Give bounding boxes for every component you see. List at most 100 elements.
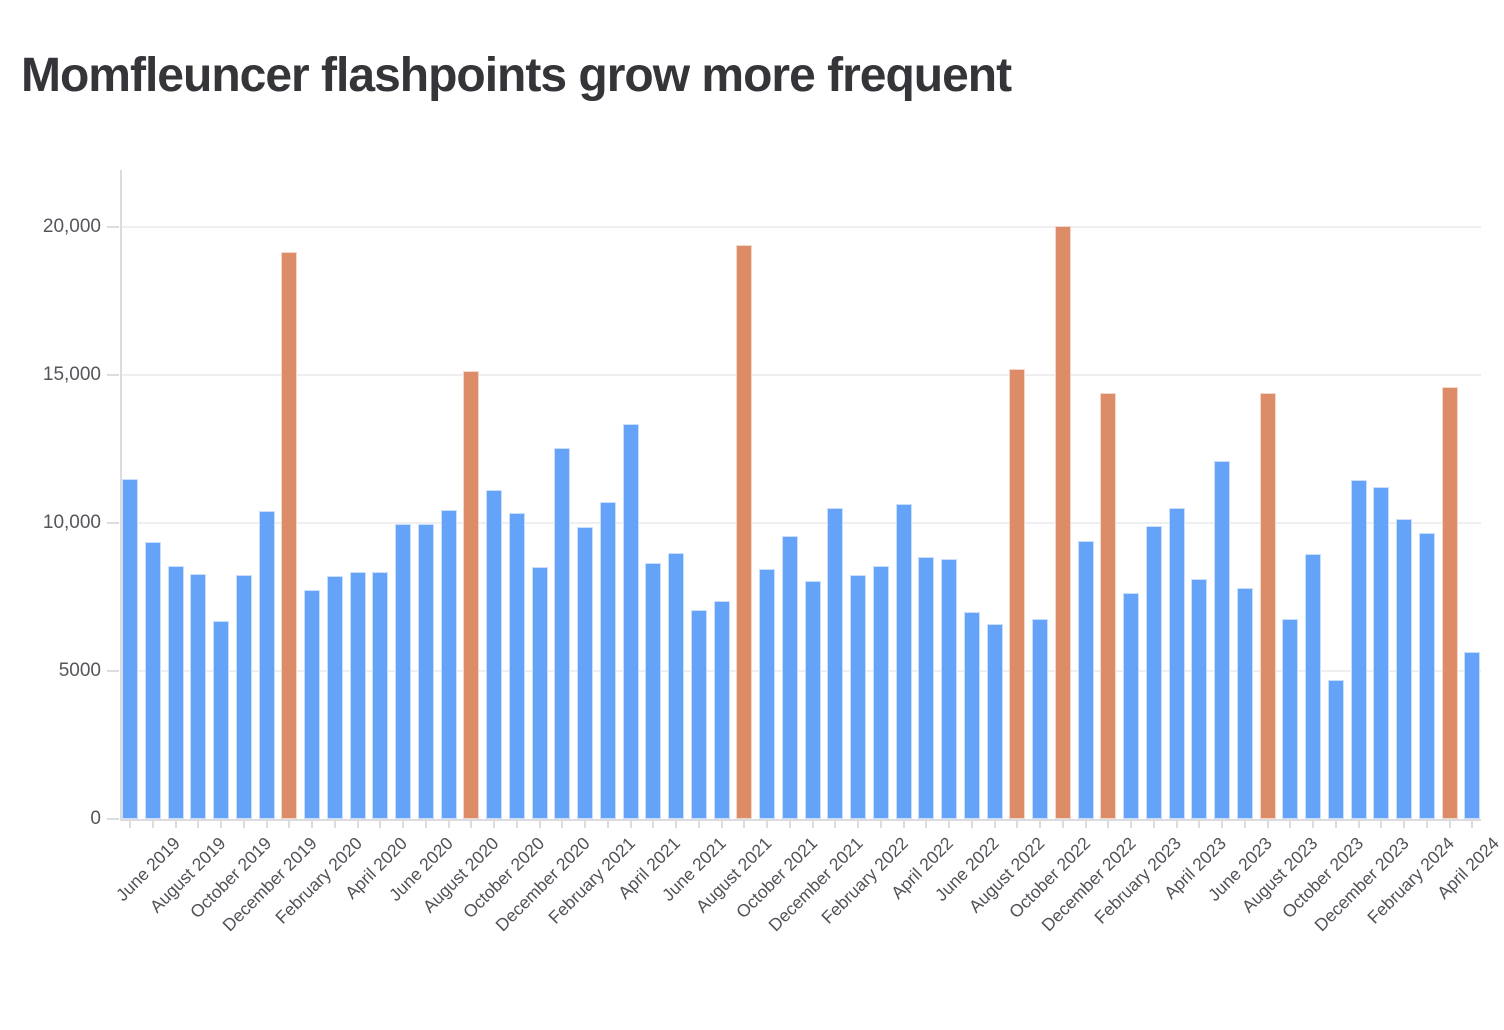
- y-gridline: [122, 226, 1481, 228]
- y-axis-tick: [107, 818, 119, 820]
- bar: [554, 448, 571, 819]
- x-axis-tick: [1448, 819, 1451, 828]
- bar-slot: June 2020: [385, 170, 457, 905]
- bar-slot: [258, 170, 275, 828]
- bar: [690, 610, 707, 819]
- x-axis-tick: [288, 819, 291, 828]
- bar-slot: [1396, 170, 1412, 828]
- bar-slot: [167, 170, 184, 828]
- x-axis-tick: [1357, 819, 1360, 828]
- x-axis-tick: [515, 819, 518, 828]
- x-axis-tick: [606, 819, 609, 828]
- x-axis-tick: [1198, 819, 1201, 828]
- bar: [713, 601, 730, 819]
- bar-slot: [440, 170, 457, 828]
- bar: [417, 524, 434, 819]
- bar: [895, 504, 912, 819]
- x-axis-tick: [470, 819, 473, 828]
- bar: [781, 536, 798, 819]
- bar-slot: October 2021: [732, 170, 821, 922]
- x-axis-tick: [561, 819, 564, 828]
- bar: [1145, 526, 1162, 819]
- bar-slot: [941, 170, 957, 828]
- x-axis-tick: [493, 819, 495, 828]
- y-gridline: [122, 670, 1481, 672]
- y-axis-tick: [107, 226, 119, 228]
- x-axis-tick: [1380, 819, 1383, 828]
- bar-slot: August 2020: [419, 170, 502, 917]
- y-axis-tick: [107, 374, 119, 376]
- bar: [986, 624, 1003, 819]
- bar-slot: [713, 170, 730, 828]
- bar: [1373, 487, 1390, 819]
- bar-slot: December 2020: [491, 170, 593, 935]
- bar-slot: December 2019: [218, 170, 320, 935]
- x-axis-tick: [1016, 819, 1019, 828]
- x-axis-tick: [902, 819, 905, 828]
- bar-slot: [1032, 170, 1048, 828]
- bar-slot: [486, 170, 502, 828]
- x-axis-tick: [424, 819, 427, 828]
- bar-slot: [1441, 170, 1458, 828]
- x-axis-tick: [652, 819, 655, 828]
- bar-slot: October 2019: [186, 170, 275, 922]
- x-axis-tick: [788, 819, 791, 828]
- bar-highlighted: [1441, 387, 1458, 819]
- bar-slot: [1123, 170, 1139, 828]
- x-axis-tick: [265, 819, 268, 828]
- x-axis-tick: [584, 819, 586, 828]
- bar: [1282, 619, 1299, 819]
- y-axis-tick-label: 5000: [58, 660, 101, 681]
- x-axis-tick: [1084, 819, 1087, 828]
- bar-slot: [304, 170, 320, 828]
- bar-slot: August 2023: [1238, 170, 1321, 917]
- bar-highlighted: [1259, 393, 1276, 819]
- x-axis-tick: [1061, 819, 1064, 828]
- x-axis-tick: [879, 819, 882, 828]
- bar: [1032, 619, 1048, 819]
- bar-slot: April 2023: [1161, 170, 1230, 903]
- bar: [1305, 554, 1321, 819]
- bar-slot: [895, 170, 912, 828]
- bar: [645, 563, 662, 819]
- bar: [144, 542, 161, 819]
- bar-slot: [622, 170, 639, 828]
- x-axis-tick: [311, 819, 313, 828]
- x-axis-tick: [1425, 819, 1428, 828]
- bar: [1168, 508, 1185, 819]
- y-gridline: [122, 522, 1481, 524]
- bar: [304, 590, 320, 819]
- x-axis-tick: [675, 819, 677, 828]
- bar: [372, 572, 389, 819]
- bar: [167, 566, 184, 819]
- x-axis-tick: [151, 819, 154, 828]
- bar-slot: [1168, 170, 1185, 828]
- x-axis-tick: [1152, 819, 1155, 828]
- bar-slot: [577, 170, 593, 828]
- bar: [326, 576, 343, 819]
- bar: [918, 557, 935, 819]
- bar: [190, 574, 207, 819]
- x-axis-tick: [1221, 819, 1223, 828]
- y-axis-tick: [107, 670, 119, 672]
- x-axis-tick: [174, 819, 177, 828]
- bar-slot: February 2020: [271, 170, 366, 928]
- x-axis-tick: [1266, 819, 1269, 828]
- bar: [1191, 579, 1208, 819]
- bar: [872, 566, 889, 819]
- bar-slot: [986, 170, 1003, 828]
- x-axis-tick: [857, 819, 859, 828]
- x-axis-tick: [356, 819, 359, 828]
- y-axis-tick-label: 20,000: [42, 216, 101, 237]
- y-axis-tick-label: 15,000: [42, 364, 101, 385]
- bar-slot: June 2022: [931, 170, 1003, 905]
- bar: [1327, 680, 1344, 819]
- bar-highlighted: [463, 371, 480, 819]
- x-axis-tick: [1312, 819, 1314, 828]
- x-axis-tick: [402, 819, 404, 828]
- bar: [759, 569, 775, 819]
- x-axis-tick: [811, 819, 814, 828]
- x-axis-tick: [538, 819, 541, 828]
- bar: [1418, 533, 1435, 819]
